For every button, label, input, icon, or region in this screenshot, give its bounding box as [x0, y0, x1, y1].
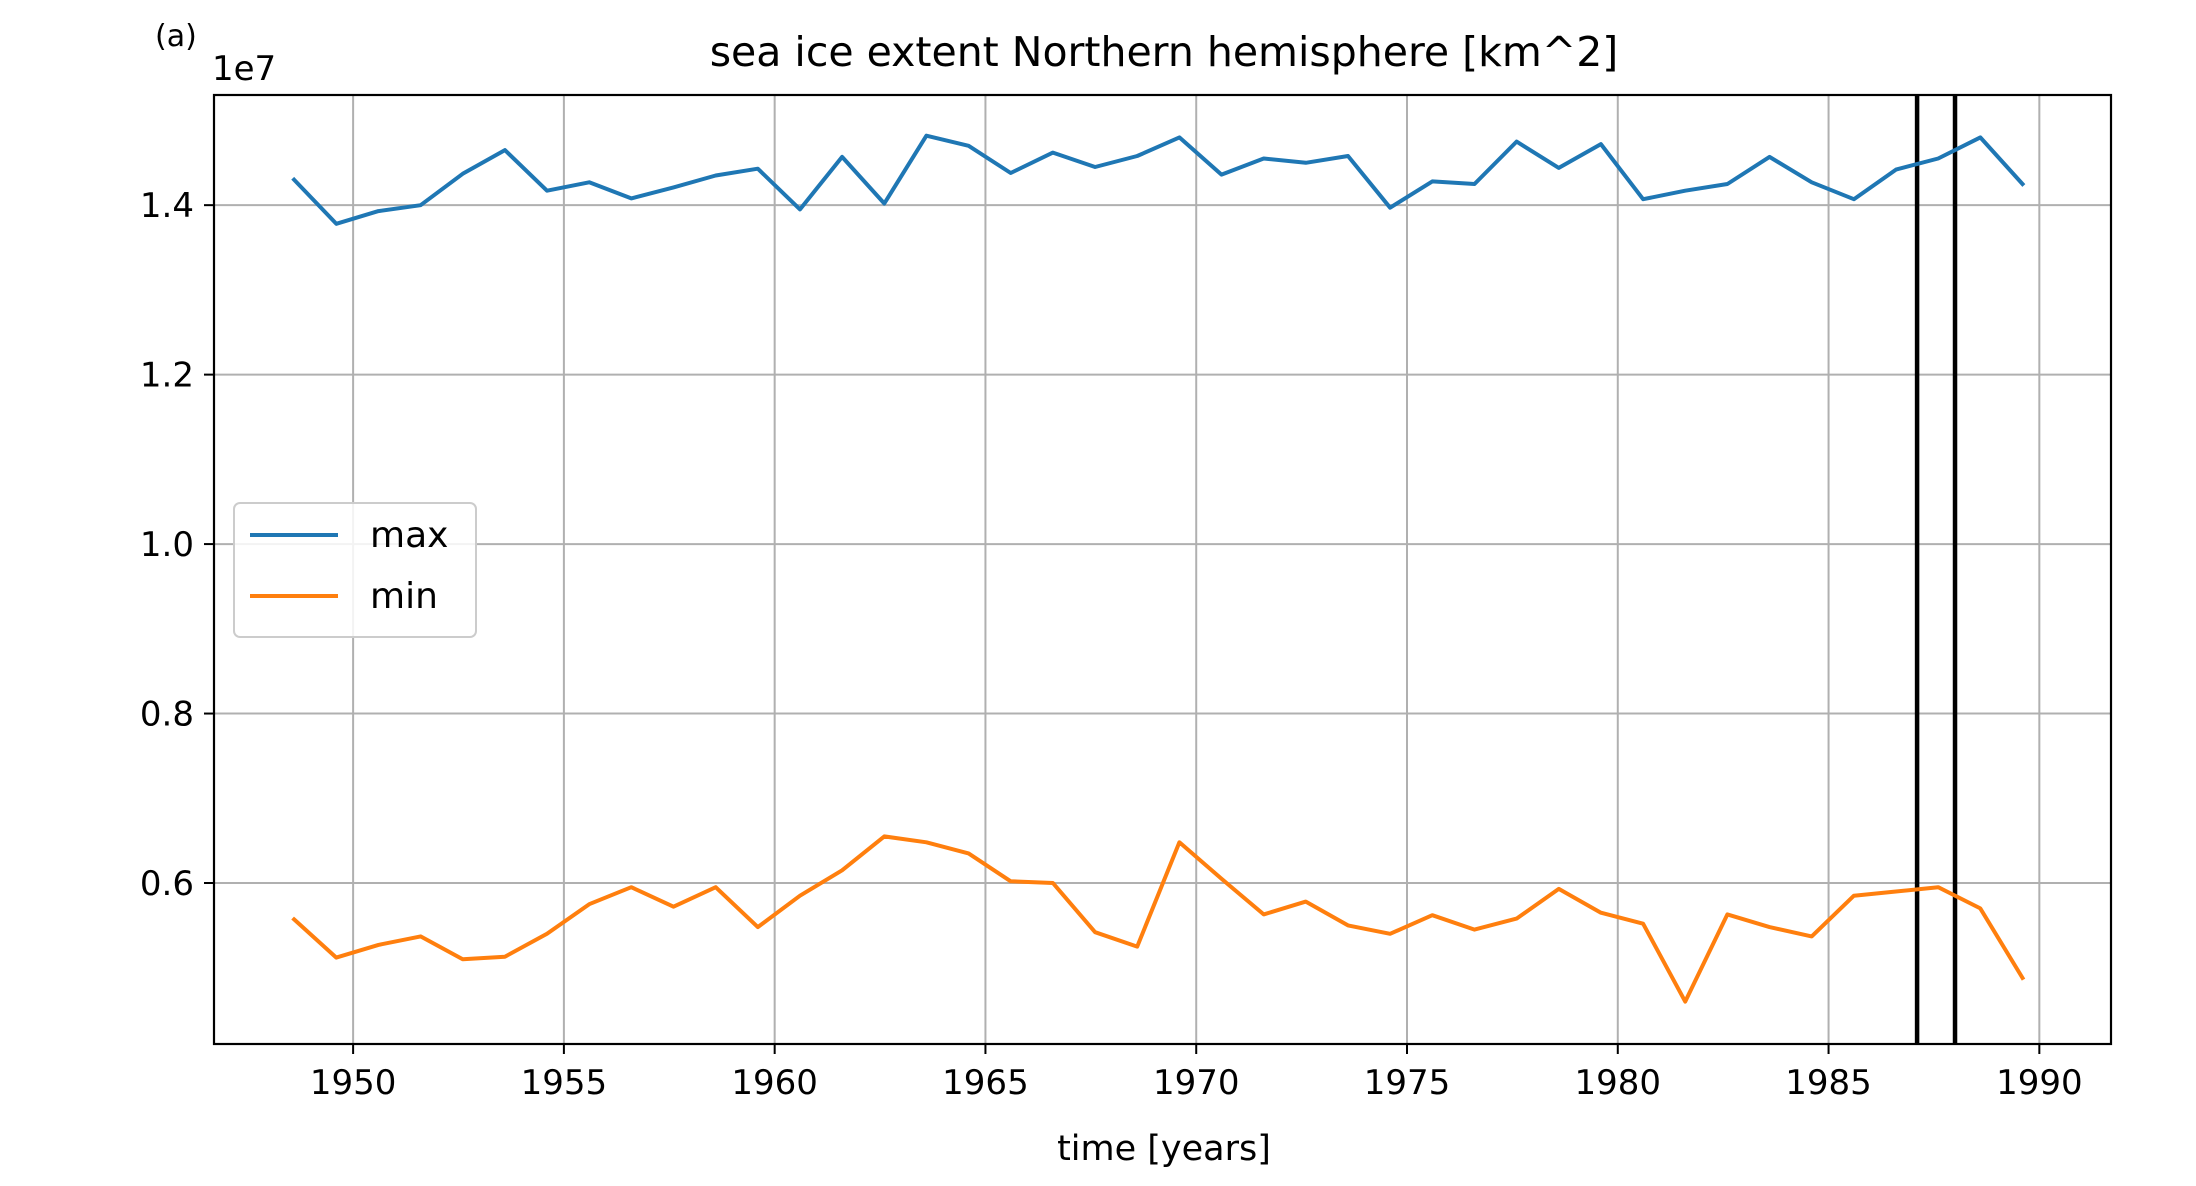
x-tick-label: 1985	[1785, 1063, 1872, 1103]
x-tick-label: 1950	[310, 1063, 397, 1103]
chart-title: sea ice extent Northern hemisphere [km^2…	[710, 28, 1619, 76]
axes-frame	[212, 93, 2113, 1046]
legend-label-max: max	[370, 515, 448, 556]
x-tick-label: 1980	[1575, 1063, 1662, 1103]
x-tick-label: 1990	[1996, 1063, 2083, 1103]
series-line-min	[291, 834, 2026, 1004]
y-tick-label: 1.2	[140, 356, 194, 396]
x-tick-label: 1955	[521, 1063, 608, 1103]
y-tick-label: 0.6	[140, 864, 194, 904]
x-axis-label: time [years]	[1057, 1129, 1271, 1169]
legend: max min	[233, 502, 477, 638]
y-offset-label: 1e7	[212, 49, 276, 89]
panel-label: (a)	[155, 19, 197, 54]
x-tick-label: 1970	[1153, 1063, 1240, 1103]
y-tick-label: 0.8	[140, 695, 194, 735]
x-tick-label: 1965	[942, 1063, 1029, 1103]
x-tick-label: 1960	[731, 1063, 818, 1103]
y-tick-label: 1.4	[140, 186, 194, 226]
y-tick-label: 1.0	[140, 525, 194, 565]
x-tick-label: 1975	[1364, 1063, 1451, 1103]
legend-label-min: min	[370, 576, 438, 617]
series-line-max	[291, 133, 2026, 226]
